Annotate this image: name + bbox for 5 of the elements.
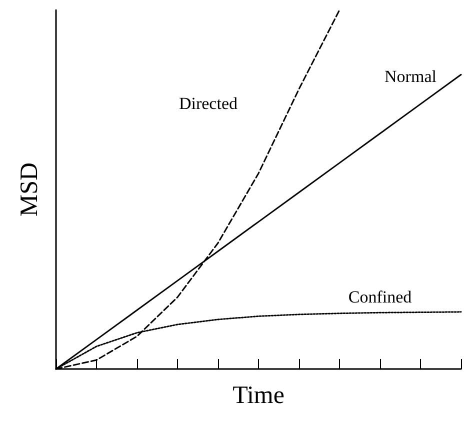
y-axis-title: MSD (16, 162, 43, 217)
text: Directed (178, 94, 238, 113)
series-label: Normal (384, 67, 437, 86)
x-axis-title: Time (232, 382, 284, 409)
series-label: Confined (348, 288, 412, 307)
